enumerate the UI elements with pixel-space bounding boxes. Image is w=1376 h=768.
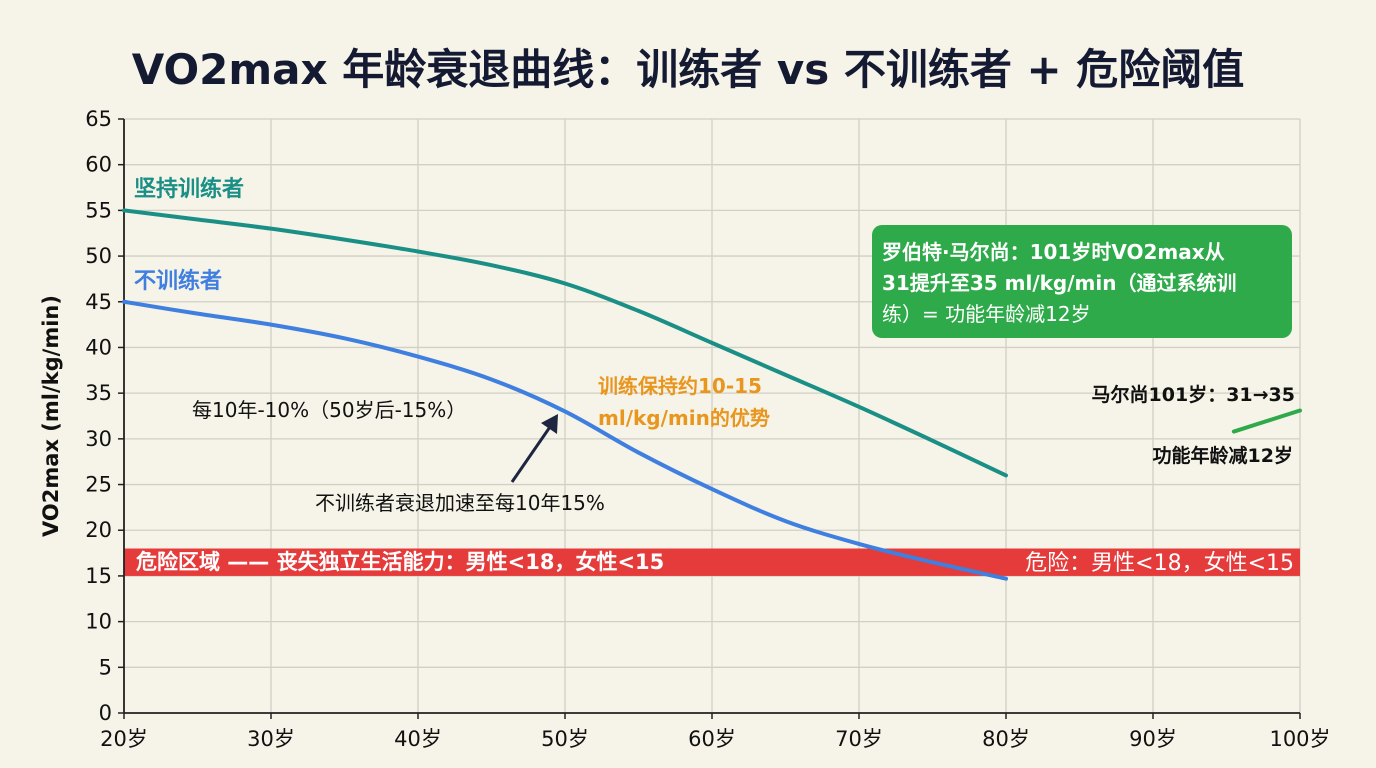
legend-label-trained: 坚持训练者	[134, 176, 244, 202]
x-tick-label: 50岁	[541, 727, 589, 751]
annotation-untrained-accel: 不训练者衰退加速至每10年15%	[315, 491, 605, 515]
danger-zone-band	[124, 548, 1300, 576]
legend-label-untrained: 不训练者	[134, 268, 222, 294]
y-tick-label: 35	[85, 381, 112, 405]
annotation-arrow-head	[541, 414, 558, 434]
annotation-training-advantage-1: 训练保持约10-15	[598, 374, 762, 398]
series-lines	[122, 208, 1302, 581]
chart-title: VO2max 年龄衰退曲线：训练者 vs 不训练者 + 危险阈值	[132, 45, 1245, 94]
y-tick-label: 50	[85, 244, 112, 268]
series-line-marshall	[1231, 408, 1302, 434]
x-tick-label: 100岁	[1269, 727, 1330, 751]
series-line-untrained	[122, 299, 1008, 581]
annotation-training-advantage-2: ml/kg/min的优势	[598, 406, 770, 430]
danger-zone-label: 危险区域 —— 丧失独立生活能力：男性<18，女性<15	[136, 550, 664, 574]
y-tick-label: 10	[85, 610, 112, 634]
series-line-trained	[122, 208, 1008, 478]
y-tick-label: 60	[85, 153, 112, 177]
y-tick-label: 45	[85, 290, 112, 314]
functional-age-label: 功能年龄减12岁	[1153, 444, 1293, 467]
y-tick-label: 20	[85, 518, 112, 542]
y-tick-label: 30	[85, 427, 112, 451]
annotation-arrow-line	[510, 423, 554, 483]
annotation-untrained-rate: 每10年-10%（50岁后-15%）	[192, 398, 466, 422]
y-tick-label: 40	[85, 335, 112, 359]
marshall-box-line-3: 练）= 功能年龄减12岁	[882, 302, 1091, 326]
y-tick-label: 0	[99, 701, 112, 725]
x-tick-label: 90岁	[1129, 727, 1177, 751]
x-tick-label: 80岁	[982, 727, 1030, 751]
grid	[123, 118, 1301, 714]
y-tick-label: 55	[85, 198, 112, 222]
y-axis-label: VO2max (ml/kg/min)	[39, 295, 63, 537]
x-tick-label: 40岁	[394, 727, 442, 751]
marshall-box	[872, 225, 1292, 338]
x-tick-label: 20岁	[100, 727, 148, 751]
marshall-label: 马尔尚101岁：31→35	[1092, 383, 1295, 406]
y-tick-label: 15	[85, 564, 112, 588]
axes: 0 5 10 15 20 25 30 35 40 45 50 55 60 65 20岁 30岁 40岁 50岁 60…	[85, 107, 1330, 751]
marshall-box-line-1: 罗伯特·马尔尚：101岁时VO2max从	[882, 240, 1225, 264]
y-tick-label: 25	[85, 473, 112, 497]
marshall-box-line-2: 31提升至35 ml/kg/min（通过系统训	[882, 271, 1236, 295]
y-tick-label: 65	[85, 107, 112, 131]
danger-zone-label-right: 危险：男性<18，女性<15	[1025, 551, 1294, 576]
x-tick-label: 30岁	[247, 727, 295, 751]
y-tick-label: 5	[99, 655, 112, 679]
x-tick-label: 60岁	[688, 727, 736, 751]
x-tick-label: 70岁	[835, 727, 883, 751]
